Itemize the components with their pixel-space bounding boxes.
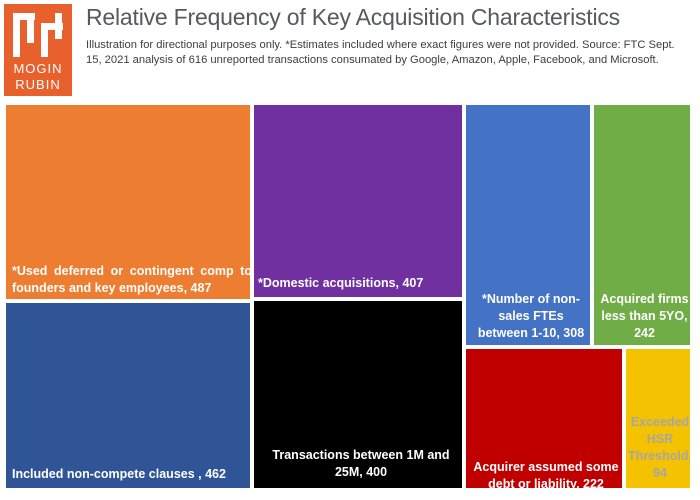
treemap-tile: *Number of non-sales FTEs between 1-10, … <box>464 103 592 347</box>
treemap-tile: Acquired firms less than 5YO, 242 <box>592 103 692 347</box>
treemap-tile-label: *Domestic acquisitions, 407 <box>258 276 424 290</box>
treemap-tile: Exceeded HSR Threshold, 94 <box>624 347 692 490</box>
treemap-tile: *Used deferred or contingent comp to fou… <box>4 103 252 301</box>
treemap-tile: Included non-compete clauses , 462 <box>4 301 252 490</box>
treemap-tile-label: Exceeded HSR Threshold, 94 <box>628 415 692 480</box>
treemap-tile-label: Included non-compete clauses , 462 <box>12 467 226 481</box>
logo: MOGIN RUBIN <box>4 4 72 96</box>
treemap-tile: Acquirer assumed some debt or liability,… <box>464 347 624 490</box>
treemap-tile-label: *Used deferred or contingent comp to fou… <box>12 264 252 295</box>
chart-title: Relative Frequency of Key Acquisition Ch… <box>86 4 620 30</box>
logo-text-line1: MOGIN <box>13 61 63 76</box>
treemap-tile: *Domestic acquisitions, 407 <box>252 103 464 299</box>
treemap-tile-label: Transactions between 1M and 25M, 400 <box>272 448 450 479</box>
logo-text-line2: RUBIN <box>15 77 61 92</box>
treemap-tile-label: *Number of non-sales FTEs between 1-10, … <box>477 292 585 340</box>
chart-subtitle: Illustration for directional purposes on… <box>86 39 675 66</box>
treemap-tile-label: Acquired firms less than 5YO, 242 <box>600 292 689 340</box>
treemap-tile: Transactions between 1M and 25M, 400 <box>252 299 464 490</box>
treemap-tile-label: Acquirer assumed some debt or liability,… <box>473 460 619 490</box>
logo-mark-icon <box>13 13 63 57</box>
